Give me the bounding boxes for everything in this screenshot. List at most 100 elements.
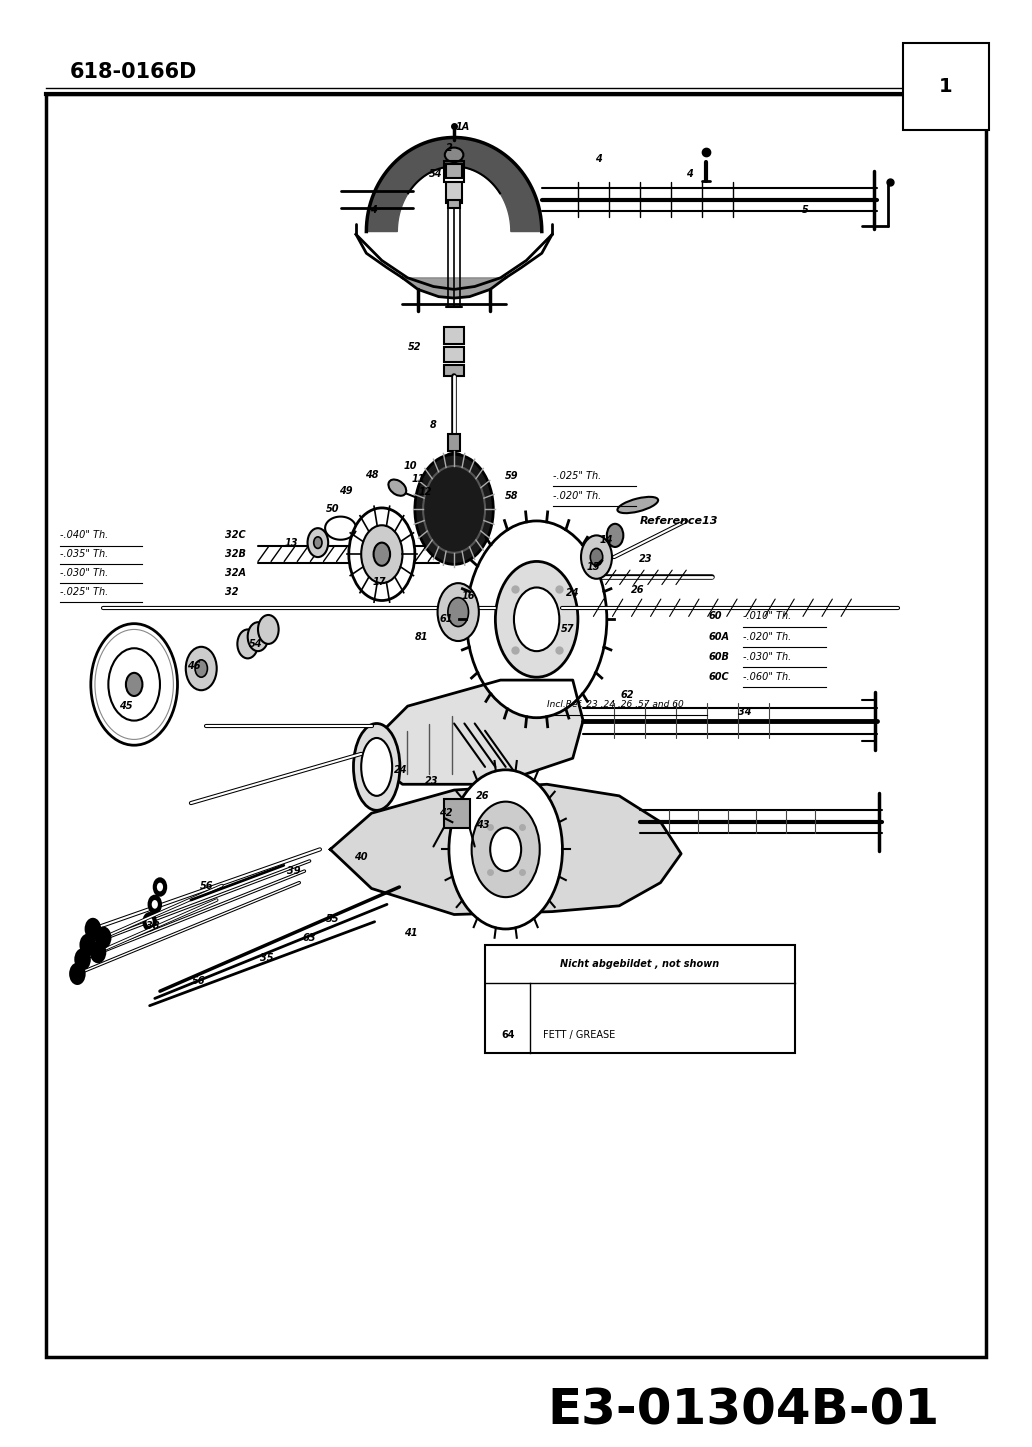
Text: 23: 23: [639, 554, 653, 563]
Text: 17: 17: [373, 577, 387, 586]
Text: 24: 24: [566, 589, 580, 598]
Circle shape: [91, 624, 178, 745]
Text: 32: 32: [225, 587, 238, 596]
Circle shape: [143, 913, 156, 930]
Text: 39: 39: [287, 867, 301, 875]
Polygon shape: [402, 278, 506, 298]
Text: 60B: 60B: [709, 653, 730, 661]
Text: 62: 62: [620, 690, 635, 699]
Bar: [446, 182, 462, 203]
Text: 618-0166D: 618-0166D: [70, 62, 197, 82]
Circle shape: [607, 524, 623, 547]
Text: -.040" Th.: -.040" Th.: [60, 531, 108, 540]
Text: 40: 40: [354, 852, 368, 861]
Text: 12: 12: [418, 488, 432, 496]
Text: -.030" Th.: -.030" Th.: [743, 653, 792, 661]
Polygon shape: [361, 680, 583, 784]
Text: 10: 10: [404, 462, 418, 470]
Text: E3-01304B-01: E3-01304B-01: [547, 1386, 939, 1435]
Text: 32B: 32B: [225, 550, 246, 559]
Bar: [448, 434, 460, 451]
Text: 1: 1: [939, 77, 953, 97]
Text: Reference13: Reference13: [640, 517, 718, 525]
Text: -.030" Th.: -.030" Th.: [60, 569, 108, 577]
Circle shape: [75, 949, 90, 969]
Text: 43: 43: [476, 820, 490, 829]
Text: 32C: 32C: [225, 531, 246, 540]
Text: -.025" Th.: -.025" Th.: [553, 472, 602, 480]
Ellipse shape: [617, 496, 658, 514]
Bar: [446, 164, 462, 178]
Text: 60: 60: [709, 612, 722, 621]
Ellipse shape: [446, 453, 462, 462]
Circle shape: [490, 828, 521, 871]
Text: 16: 16: [461, 592, 476, 601]
Circle shape: [438, 583, 479, 641]
Circle shape: [154, 878, 166, 896]
Circle shape: [514, 587, 559, 651]
Circle shape: [423, 466, 485, 553]
Circle shape: [449, 770, 562, 929]
Text: 5: 5: [802, 205, 808, 214]
Circle shape: [349, 508, 415, 601]
Ellipse shape: [388, 479, 407, 496]
Text: 50: 50: [325, 505, 340, 514]
Circle shape: [195, 660, 207, 677]
Text: 24: 24: [393, 765, 408, 774]
Text: 11: 11: [411, 475, 425, 483]
Text: 61: 61: [439, 615, 453, 624]
Bar: [444, 161, 464, 182]
Circle shape: [96, 928, 110, 948]
Circle shape: [126, 673, 142, 696]
Bar: [46, 94, 986, 1357]
Text: 46: 46: [187, 661, 201, 670]
Circle shape: [590, 548, 603, 566]
Text: -.020" Th.: -.020" Th.: [743, 632, 792, 641]
Text: 45: 45: [119, 702, 133, 710]
Circle shape: [237, 629, 258, 658]
Bar: [444, 799, 470, 828]
Text: -.035" Th.: -.035" Th.: [60, 550, 108, 559]
Text: 42: 42: [439, 809, 453, 818]
Text: 32A: 32A: [225, 569, 246, 577]
Text: 2: 2: [446, 143, 452, 152]
Text: 26: 26: [476, 792, 490, 800]
Ellipse shape: [361, 738, 392, 796]
Ellipse shape: [447, 489, 461, 498]
Circle shape: [308, 528, 328, 557]
Text: 13: 13: [284, 538, 298, 547]
Circle shape: [448, 598, 469, 627]
Bar: [448, 200, 460, 208]
Circle shape: [186, 647, 217, 690]
Text: -.020" Th.: -.020" Th.: [553, 492, 602, 501]
Text: 59: 59: [505, 472, 518, 480]
Text: -.060" Th.: -.060" Th.: [743, 673, 792, 682]
Circle shape: [415, 454, 493, 564]
Text: 58: 58: [505, 492, 518, 501]
Text: 54: 54: [428, 169, 443, 178]
Circle shape: [314, 537, 322, 548]
Circle shape: [147, 917, 153, 926]
Text: 35: 35: [259, 954, 273, 962]
Text: 48: 48: [364, 470, 379, 479]
Circle shape: [86, 919, 100, 939]
Ellipse shape: [353, 724, 399, 810]
Ellipse shape: [447, 480, 461, 486]
Text: 60A: 60A: [709, 632, 730, 641]
Circle shape: [581, 535, 612, 579]
Text: 14: 14: [600, 535, 614, 544]
Text: 4: 4: [595, 155, 602, 164]
Circle shape: [472, 802, 540, 897]
Bar: [903, 43, 989, 130]
Text: 52: 52: [408, 343, 422, 352]
Text: -.025" Th.: -.025" Th.: [60, 587, 108, 596]
Circle shape: [149, 896, 161, 913]
Text: Incl.Ref. 23 ,24 ,26 ,57 and 60: Incl.Ref. 23 ,24 ,26 ,57 and 60: [547, 700, 684, 709]
Text: 63: 63: [302, 933, 317, 942]
Circle shape: [495, 561, 578, 677]
Circle shape: [152, 900, 158, 909]
Text: 4: 4: [370, 205, 377, 214]
Bar: [444, 347, 464, 362]
Text: 34: 34: [738, 708, 752, 716]
Text: 64: 64: [501, 1030, 515, 1039]
